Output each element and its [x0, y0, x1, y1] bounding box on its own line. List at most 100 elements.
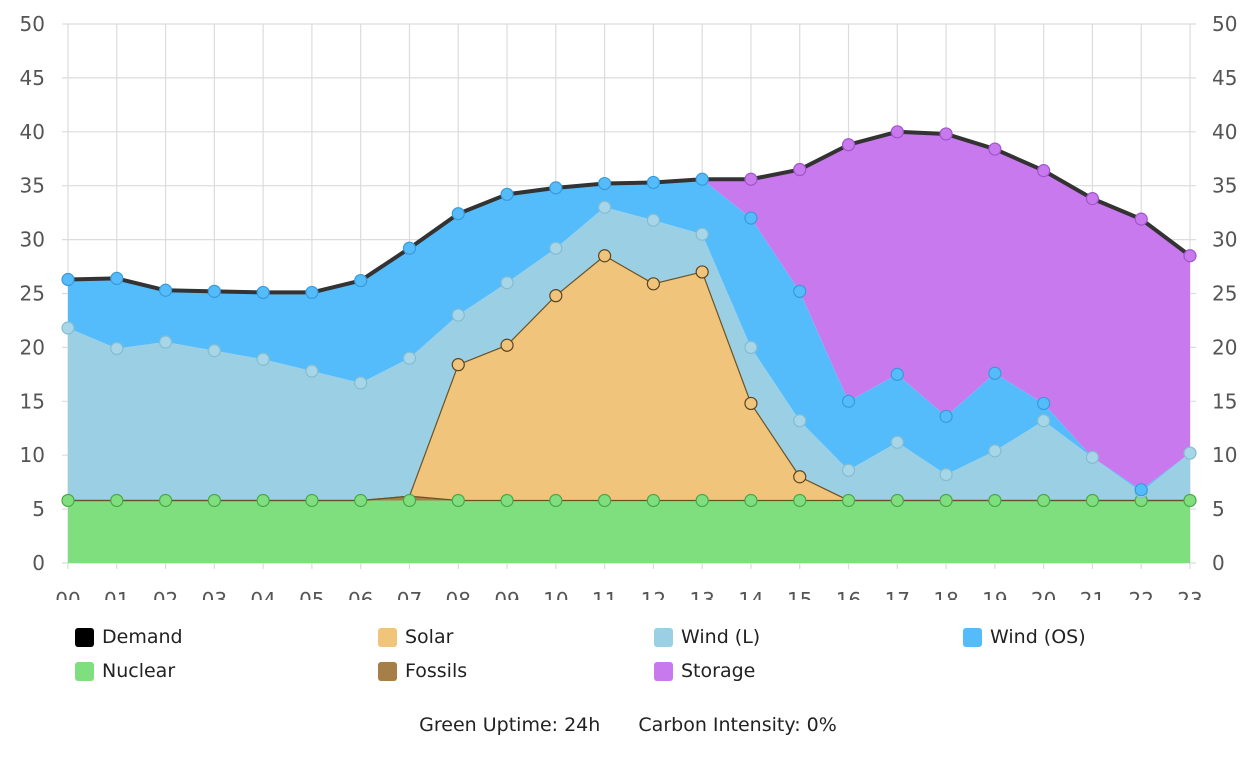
point-wind_os	[890, 367, 904, 381]
point-wind_os	[695, 172, 709, 186]
point-storage	[1134, 212, 1148, 226]
carbon-intensity-label: Carbon Intensity:	[638, 714, 801, 736]
y-tick-left: 5	[32, 497, 45, 521]
point-wind_l	[110, 341, 124, 356]
point-nuclear	[1085, 493, 1100, 508]
x-tick-label: 10	[543, 588, 568, 600]
point-wind_os	[793, 284, 807, 298]
point-nuclear	[256, 493, 270, 508]
point-wind_os	[158, 283, 173, 297]
point-wind_l	[841, 463, 856, 477]
legend-label-wind-os: Wind (OS)	[990, 626, 1086, 648]
point-wind_l	[549, 241, 563, 255]
point-nuclear	[207, 493, 221, 508]
point-wind_os	[1037, 396, 1051, 411]
point-nuclear	[890, 493, 904, 508]
y-tick-left: 30	[20, 228, 45, 252]
x-tick-label: 09	[494, 588, 519, 600]
point-storage	[890, 125, 904, 139]
x-tick-label: 11	[592, 588, 617, 600]
point-solar	[549, 289, 563, 303]
green-uptime-label: Green Uptime:	[419, 714, 559, 736]
point-wind_l	[158, 335, 173, 349]
point-wind_l	[402, 351, 417, 365]
point-storage	[939, 127, 953, 141]
point-nuclear	[305, 493, 319, 508]
series-lines	[67, 129, 1192, 502]
point-nuclear	[402, 493, 417, 508]
point-wind_l	[61, 321, 75, 335]
legend-item-wind-os[interactable]: Wind (OS)	[963, 624, 1086, 650]
x-tick-label: 16	[836, 588, 861, 600]
x-tick-label: 22	[1128, 588, 1153, 600]
summary-footer: Green Uptime: 24h Carbon Intensity: 0%	[0, 714, 1256, 736]
point-wind_os	[402, 241, 417, 255]
point-solar	[695, 265, 709, 279]
point-wind_l	[354, 376, 368, 390]
x-tick-label: 13	[689, 588, 714, 600]
legend-label-fossils: Fossils	[405, 660, 468, 682]
y-tick-left: 20	[20, 335, 45, 359]
point-nuclear	[354, 493, 368, 508]
point-solar	[598, 249, 612, 263]
line-solar	[68, 255, 1190, 502]
legend-swatch-solar	[378, 627, 397, 647]
point-wind_os	[207, 284, 221, 298]
point-solar	[451, 358, 465, 372]
point-nuclear	[841, 493, 856, 508]
x-tick-label: 03	[202, 588, 227, 600]
point-wind_os	[256, 285, 270, 300]
legend-item-wind-l[interactable]: Wind (L)	[654, 624, 760, 650]
point-nuclear	[939, 493, 953, 508]
x-tick-label: 02	[153, 588, 178, 600]
point-wind_l	[451, 308, 465, 322]
point-storage	[841, 138, 856, 152]
point-wind_os	[1134, 483, 1148, 497]
point-wind_os	[841, 394, 856, 408]
point-storage	[744, 172, 758, 186]
x-tick-label: 23	[1177, 588, 1202, 600]
point-wind_l	[939, 468, 953, 482]
legend-swatch-storage	[654, 661, 673, 681]
x-tick-label: 05	[299, 588, 324, 600]
legend-item-storage[interactable]: Storage	[654, 658, 755, 684]
series-points	[61, 125, 1197, 508]
legend-label-nuclear: Nuclear	[102, 660, 176, 682]
point-wind_l	[695, 227, 709, 241]
x-tick-label: 04	[250, 588, 275, 600]
x-tick-label: 12	[641, 588, 666, 600]
point-nuclear	[646, 493, 660, 508]
x-tick-label: 08	[446, 588, 471, 600]
legend-item-demand[interactable]: Demand	[75, 624, 183, 650]
legend-item-solar[interactable]: Solar	[378, 624, 453, 650]
x-tick-label: 15	[787, 588, 812, 600]
point-storage	[1183, 249, 1197, 263]
area-nuclear	[68, 500, 1190, 563]
point-nuclear	[549, 493, 563, 508]
point-nuclear	[988, 493, 1002, 508]
legend-item-fossils[interactable]: Fossils	[378, 658, 467, 684]
point-wind_os	[598, 176, 612, 191]
legend-swatch-demand	[75, 627, 94, 647]
point-wind_l	[793, 414, 807, 428]
point-wind_os	[61, 272, 75, 287]
y-tick-right: 30	[1212, 228, 1237, 252]
point-wind_l	[646, 213, 660, 227]
legend-swatch-wind-l	[654, 627, 673, 647]
y-axis-right: 0 5 10 15 20 25 30 35 40 45 50	[1212, 12, 1237, 575]
point-solar	[793, 470, 807, 484]
carbon-intensity-value: 0%	[806, 714, 837, 736]
y-tick-left: 50	[20, 12, 45, 36]
x-tick-label: 20	[1031, 588, 1056, 600]
point-nuclear	[744, 493, 758, 508]
point-wind_l	[1085, 450, 1100, 464]
point-storage	[793, 162, 807, 177]
point-wind_os	[549, 181, 563, 195]
legend-item-nuclear[interactable]: Nuclear	[75, 658, 175, 684]
x-tick-label: 17	[885, 588, 910, 600]
area-wind_os	[68, 179, 1190, 492]
x-tick-label: 01	[104, 588, 129, 600]
legend-label-wind-l: Wind (L)	[681, 626, 761, 648]
y-tick-left: 35	[20, 174, 45, 198]
